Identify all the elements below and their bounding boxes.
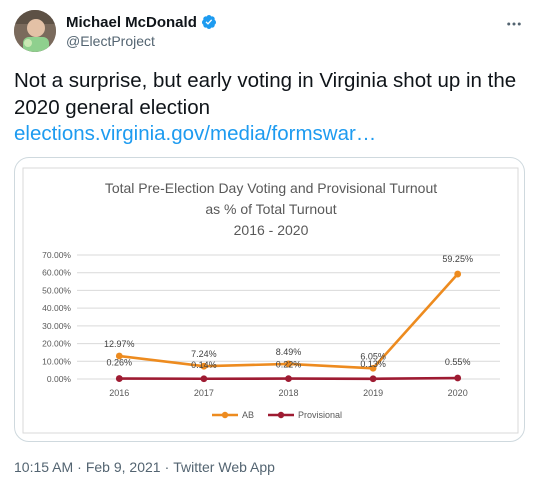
ab-data-label: 6.05%	[360, 351, 386, 361]
y-tick-label: 20.00%	[42, 339, 71, 349]
legend-swatch-marker	[277, 411, 285, 419]
chart-subtitle-years: 2016 - 2020	[234, 222, 309, 238]
data-point-ab	[200, 362, 208, 370]
data-point-ab	[285, 360, 292, 368]
y-tick-label: 30.00%	[42, 321, 71, 331]
y-tick-label: 0.00%	[47, 374, 72, 384]
media-card[interactable]: Total Pre-Election Day Voting and Provis…	[14, 157, 525, 442]
tweet-text-block: Not a surprise, but early voting in Virg…	[14, 68, 524, 148]
data-point-ab	[115, 352, 123, 360]
y-tick-label: 10.00%	[42, 356, 71, 366]
y-tick-label: 70.00%	[42, 250, 71, 260]
provisional-data-label: 0.13%	[360, 359, 386, 369]
tweet-source: Twitter Web App	[173, 459, 275, 475]
tweet-time[interactable]: 10:15 AM	[14, 459, 74, 475]
tweet-meta: 10:15 AM · Feb 9, 2021 · Twitter Web App	[14, 459, 275, 475]
x-tick-label: 2018	[278, 388, 298, 398]
data-point-provisional	[369, 375, 377, 383]
avatar-image	[14, 10, 56, 52]
chart-subtitle: as % of Total Turnout	[205, 201, 336, 217]
meta-separator: ·	[77, 459, 82, 475]
x-tick-label: 2017	[194, 388, 214, 398]
more-options-button[interactable]	[502, 12, 526, 36]
provisional-data-label: 0.55%	[445, 357, 471, 367]
x-tick-label: 2016	[109, 388, 129, 398]
ab-data-label: 7.24%	[191, 349, 217, 359]
provisional-data-label: 0.22%	[276, 360, 302, 370]
y-tick-label: 40.00%	[42, 303, 71, 313]
data-point-provisional	[200, 375, 208, 383]
verified-badge-icon	[201, 14, 217, 30]
tweet-text: Not a surprise, but early voting in Virg…	[14, 69, 517, 119]
legend-label: AB	[242, 410, 254, 420]
tweet-date[interactable]: Feb 9, 2021	[85, 459, 161, 475]
data-point-provisional	[454, 374, 462, 382]
data-point-ab	[454, 270, 462, 278]
data-point-provisional	[115, 375, 123, 382]
ab-data-label: 59.25%	[442, 254, 473, 264]
meta-separator: ·	[164, 459, 170, 475]
provisional-data-label: 0.26%	[107, 358, 133, 368]
chart-title: Total Pre-Election Day Voting and Provis…	[105, 180, 437, 196]
data-point-ab	[369, 364, 377, 372]
tweet-link[interactable]: elections.virginia.gov/media/formswar…	[14, 122, 377, 145]
x-tick-label: 2019	[363, 388, 383, 398]
ab-data-label: 8.49%	[276, 347, 302, 357]
legend-label: Provisional	[298, 410, 342, 420]
y-tick-label: 50.00%	[42, 285, 71, 295]
user-handle[interactable]: @ElectProject	[66, 33, 155, 49]
author-block: Michael McDonald @ElectProject	[66, 12, 217, 49]
data-point-provisional	[285, 375, 292, 383]
turnout-chart: Total Pre-Election Day Voting and Provis…	[22, 167, 519, 434]
display-name[interactable]: Michael McDonald	[66, 13, 197, 31]
more-horizontal-icon	[507, 22, 521, 26]
avatar[interactable]	[14, 10, 56, 52]
provisional-data-label: 0.14%	[191, 360, 217, 370]
ab-data-label: 12.97%	[104, 339, 135, 349]
name-row: Michael McDonald	[66, 12, 217, 32]
legend-swatch-marker	[221, 411, 229, 419]
y-tick-label: 60.00%	[42, 268, 71, 278]
x-tick-label: 2020	[448, 388, 468, 398]
